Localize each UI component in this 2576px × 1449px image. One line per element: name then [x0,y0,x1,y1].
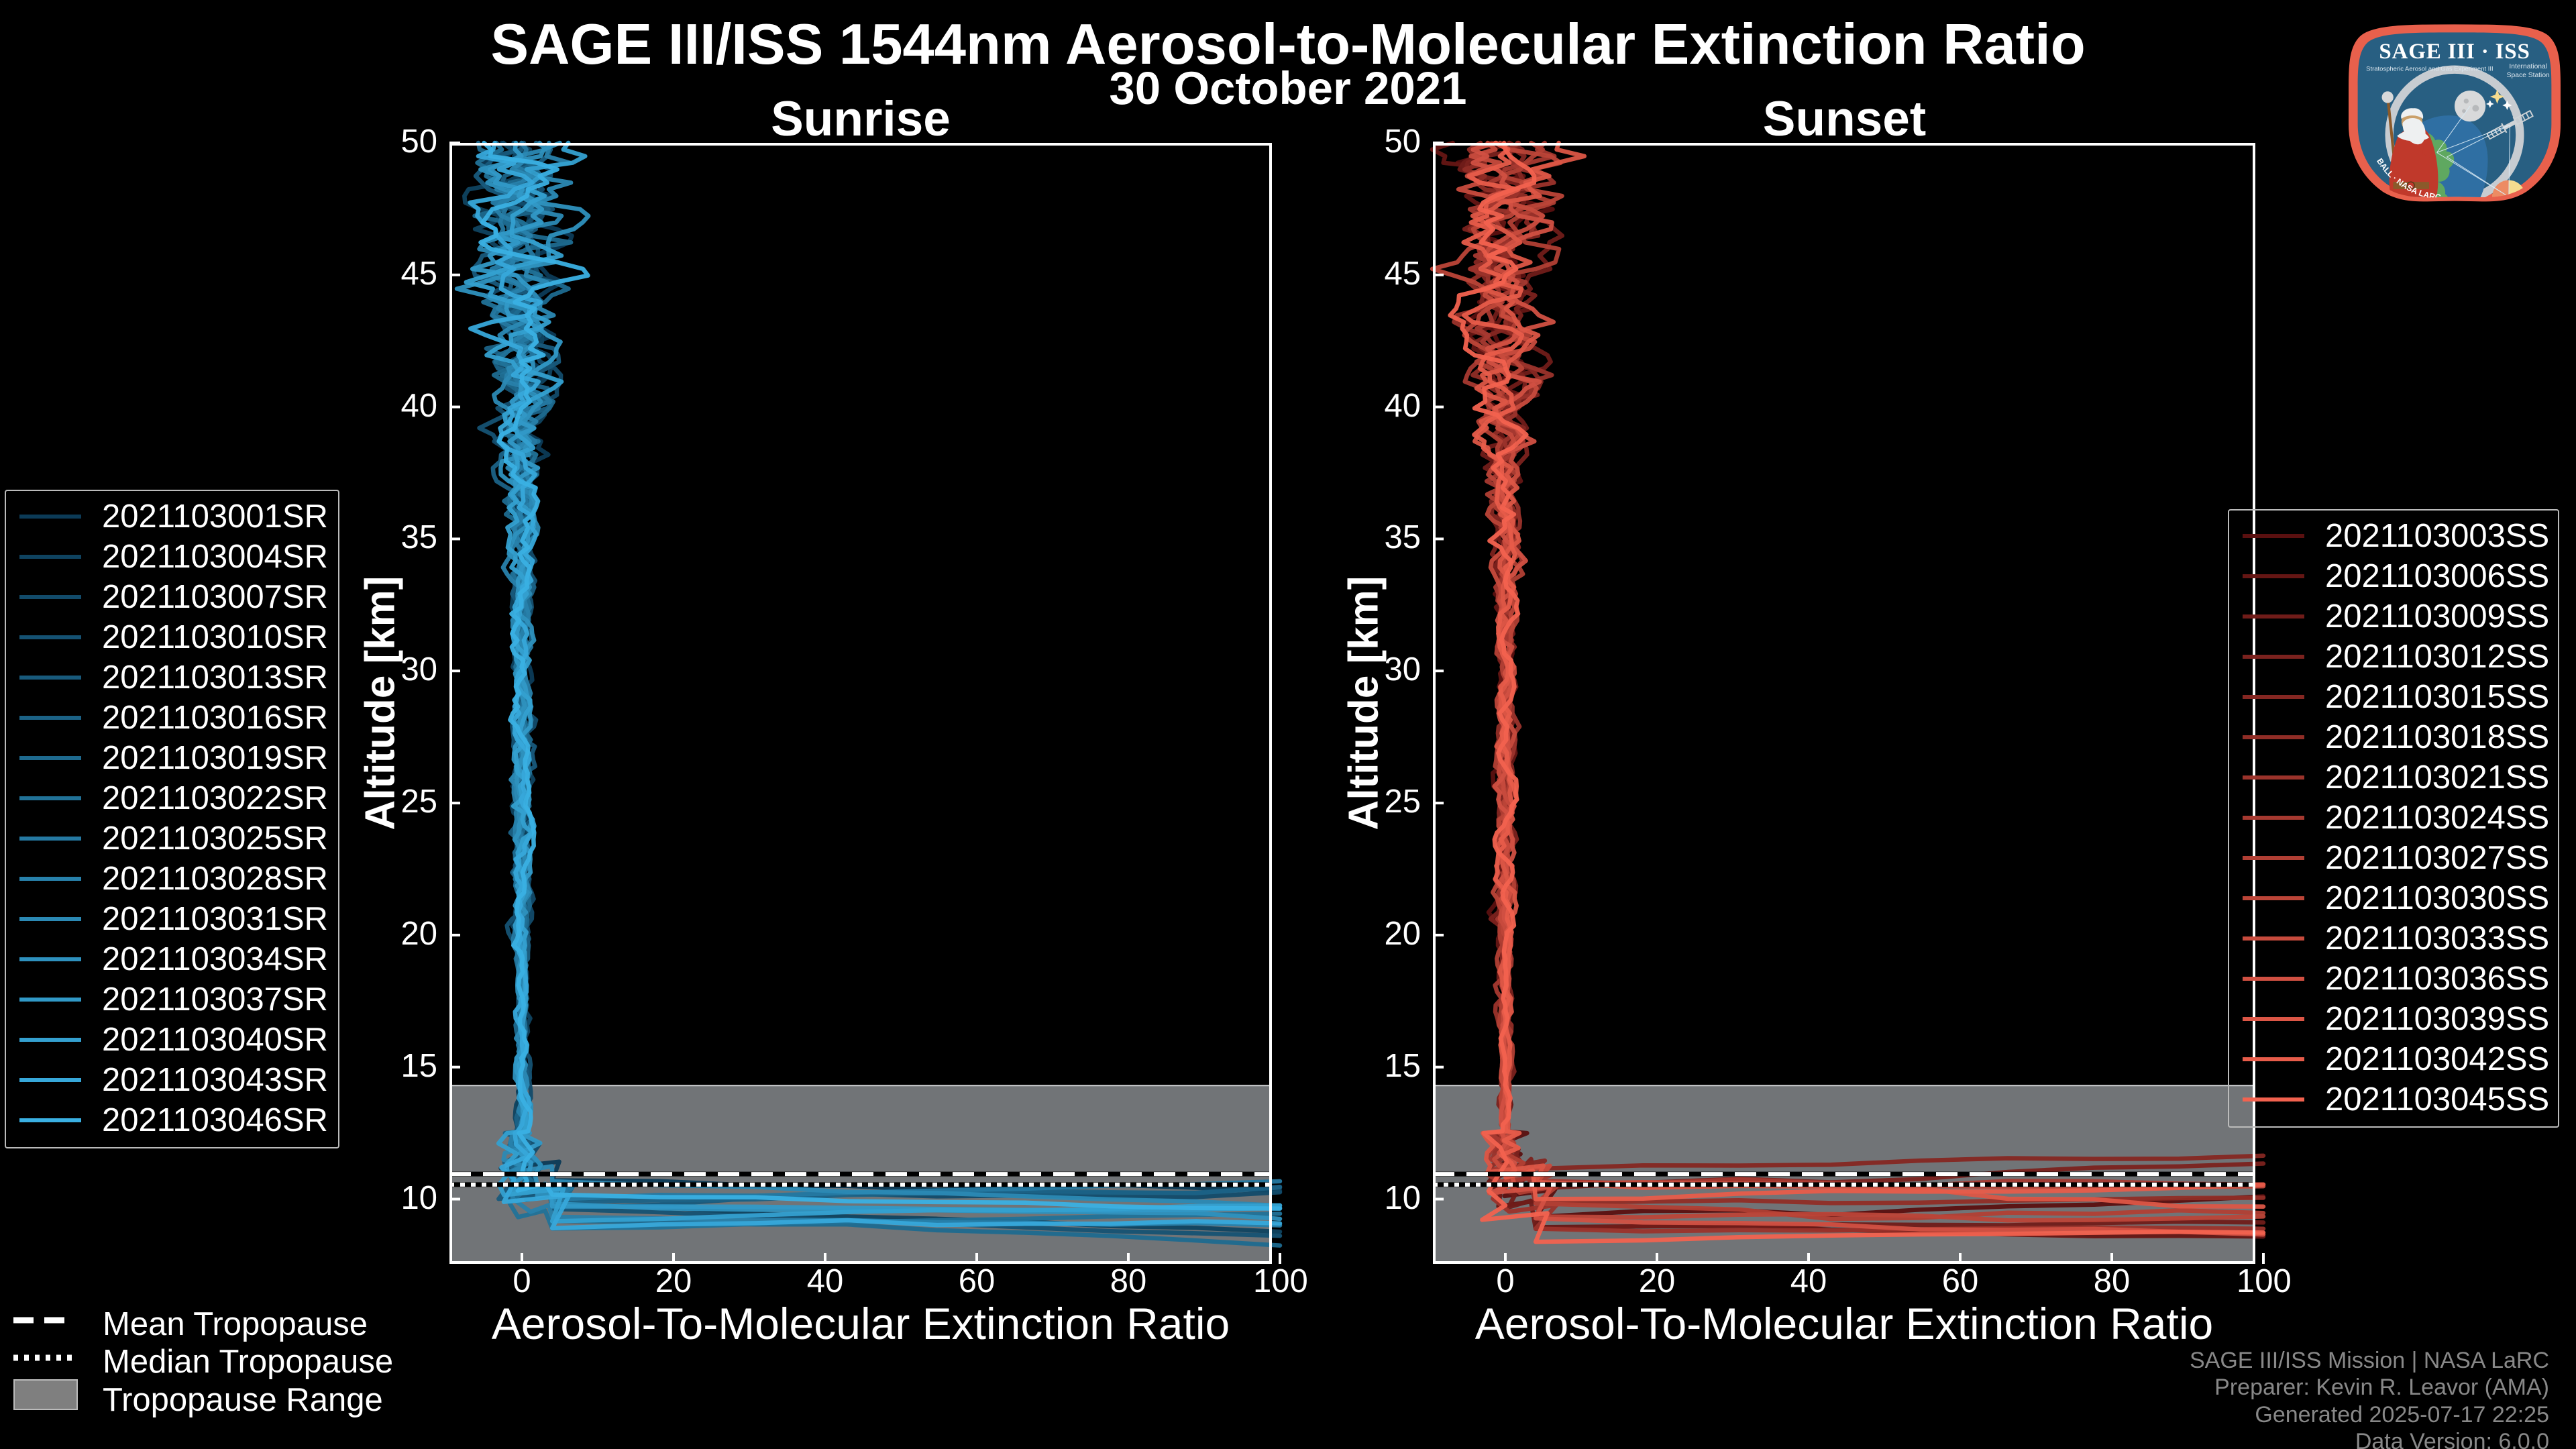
svg-text:SNC · TAS-I · ESA: SNC · TAS-I · ESA [2344,17,2347,26]
svg-text:Stratospheric Aerosol and Gas: Stratospheric Aerosol and Gas Experiment… [2366,65,2493,72]
svg-text:International: International [2509,63,2547,70]
svg-text:Space Station: Space Station [2507,72,2550,79]
svg-text:SAGE III · ISS: SAGE III · ISS [2379,40,2530,64]
